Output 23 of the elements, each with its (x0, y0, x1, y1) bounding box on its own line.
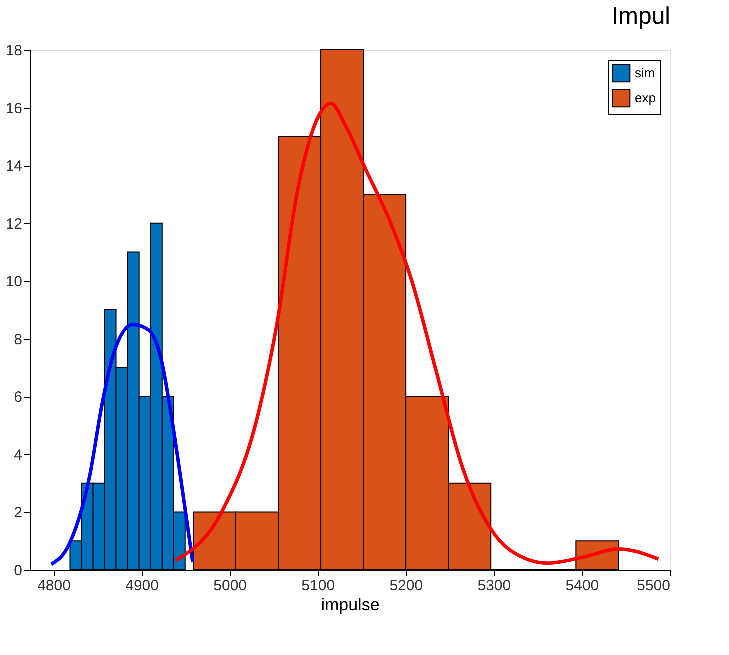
x-tick-label: 4800 (38, 578, 71, 594)
y-tick-label: 0 (14, 562, 22, 580)
x-tick-label: 5100 (302, 578, 336, 594)
x-tick-label: 5200 (390, 578, 424, 594)
x-tick-label: 5500 (637, 578, 670, 594)
y-tick-label: 16 (6, 100, 22, 118)
y-tick-label: 12 (6, 216, 22, 233)
x-axis-title: impulse (321, 596, 380, 614)
legend-label: sim (635, 66, 656, 80)
y-tick-label: 14 (6, 158, 22, 176)
y-tick-label: 8 (14, 331, 22, 348)
line-series (50, 322, 195, 566)
x-tick-label: 5400 (566, 578, 600, 594)
x-tick-label: 5000 (214, 578, 248, 594)
y-tick-label: 18 (6, 42, 22, 60)
y-tick-label: 2 (14, 504, 22, 522)
x-tick-label: 5300 (478, 578, 512, 594)
y-tick-label: 10 (6, 274, 22, 291)
x-tick-label: 4900 (126, 578, 159, 594)
legend-label: exp (635, 90, 656, 106)
chart-title: Impul (612, 3, 670, 30)
y-tick-label: 6 (14, 389, 22, 406)
y-tick-label: 4 (14, 446, 22, 464)
